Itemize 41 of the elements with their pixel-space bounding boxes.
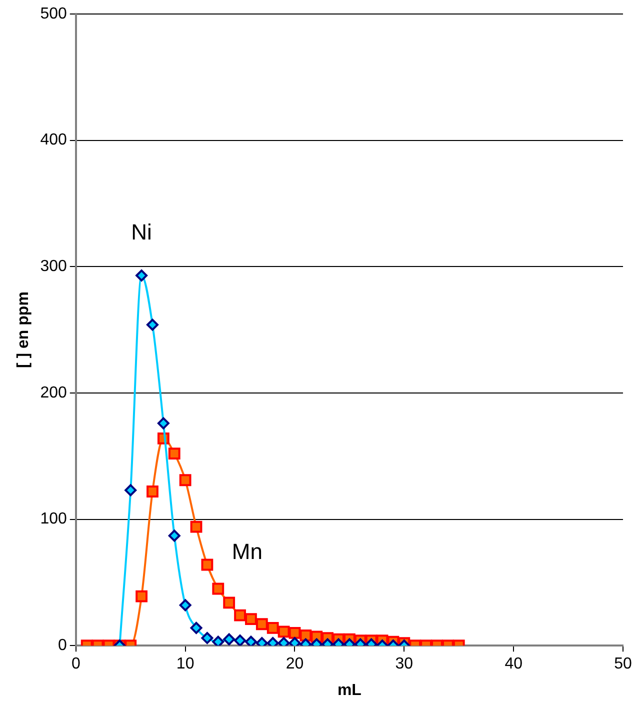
point (146, 318, 158, 331)
x-tick-label: 20 (286, 656, 304, 673)
x-tick-label: 10 (176, 656, 194, 673)
x-tick-label: 30 (395, 656, 414, 673)
point (245, 613, 257, 626)
point (234, 609, 246, 622)
x-tick-label: 0 (71, 656, 80, 673)
point (179, 599, 192, 612)
point (278, 626, 290, 638)
point (244, 636, 257, 646)
point (136, 269, 148, 282)
point (179, 474, 192, 486)
y-tick-label: 100 (40, 510, 67, 528)
point (212, 582, 224, 595)
y-axis-title: [ ] en ppm (15, 292, 32, 368)
point (266, 622, 279, 634)
point (168, 530, 180, 542)
point (146, 486, 158, 498)
series-label: Mn (232, 538, 262, 564)
x-tick-label: 50 (614, 656, 632, 673)
x-tick-label: 40 (504, 656, 523, 673)
point (190, 520, 202, 533)
point (223, 633, 236, 646)
point (168, 448, 180, 460)
y-tick-label: 400 (40, 132, 67, 149)
point (256, 618, 268, 630)
point (234, 634, 246, 646)
y-tick-label: 300 (40, 258, 67, 276)
point (201, 632, 214, 644)
point (190, 622, 202, 634)
y-tick-label: 500 (40, 5, 67, 22)
y-tick-label: 200 (40, 384, 67, 402)
series-label: Ni (131, 220, 152, 245)
y-tick-label: 0 (58, 637, 67, 654)
point (212, 636, 224, 646)
x-axis-title: mL (337, 682, 362, 699)
point (157, 417, 170, 430)
point (201, 558, 214, 571)
point (124, 484, 137, 496)
point (136, 590, 148, 602)
point (223, 596, 236, 609)
